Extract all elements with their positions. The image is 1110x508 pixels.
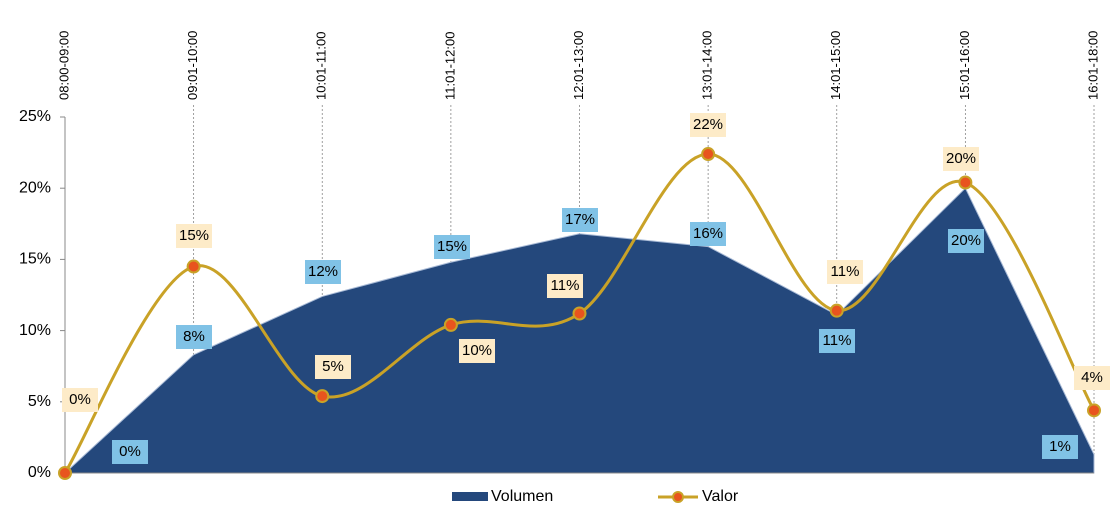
label-box [948, 229, 984, 253]
marker [58, 466, 72, 480]
label-box [562, 208, 598, 232]
data-label: 20% [951, 232, 981, 249]
x-tick-label: 11:01-12:00 [442, 32, 457, 100]
y-tick-label: 25% [19, 108, 51, 125]
y-tick-label: 5% [28, 393, 51, 410]
data-label: 0% [69, 391, 91, 408]
x-tick-label: 12:01-13:00 [571, 31, 586, 100]
marker [829, 303, 844, 318]
label-box [434, 235, 470, 259]
y-tick-label: 10% [19, 322, 51, 339]
x-tick-label: 09:01-10:00 [185, 31, 200, 100]
label-box [459, 339, 495, 363]
x-tick-label: 13:01-14:00 [700, 31, 715, 100]
x-tick-label: 08:00-09:00 [56, 31, 71, 100]
marker [701, 147, 716, 162]
marker [315, 389, 330, 404]
x-tick-label: 14:01-15:00 [828, 31, 843, 100]
data-label: 0% [119, 443, 141, 460]
data-label: 10% [462, 342, 492, 359]
y-tick-label: 20% [19, 179, 51, 196]
data-label: 4% [1081, 369, 1103, 386]
data-label: 11% [823, 332, 852, 349]
legend-swatch [452, 492, 488, 501]
legend-swatch [672, 491, 684, 503]
label-box [176, 224, 212, 248]
data-label: 22% [693, 116, 723, 133]
marker [1087, 403, 1101, 418]
label-box [547, 274, 583, 298]
label-box [690, 113, 726, 137]
y-tick-label: 0% [28, 464, 51, 481]
data-label: 15% [179, 227, 209, 244]
legend-label: Valor [702, 488, 739, 505]
label-box [62, 388, 98, 412]
label-box [112, 440, 148, 464]
label-box [176, 325, 212, 349]
label-box [819, 329, 855, 353]
label-box [943, 147, 979, 171]
data-label: 11% [551, 277, 580, 294]
legend-label: Volumen [491, 488, 553, 505]
data-label: 12% [308, 263, 338, 280]
label-box [1074, 366, 1110, 390]
data-label: 15% [437, 238, 467, 255]
data-label: 17% [565, 211, 595, 228]
marker [572, 306, 587, 321]
data-label: 5% [322, 358, 344, 375]
data-label: 11% [831, 263, 860, 280]
marker [443, 317, 458, 332]
data-label: 1% [1049, 438, 1071, 455]
label-box [315, 355, 351, 379]
label-box [305, 260, 341, 284]
y-tick-label: 15% [19, 251, 51, 268]
marker [958, 175, 973, 190]
x-tick-label: 10:01-11:00 [314, 32, 329, 100]
data-label: 16% [693, 225, 723, 242]
data-label: 20% [946, 150, 976, 167]
label-box [1042, 435, 1078, 459]
data-label: 8% [183, 328, 205, 345]
label-box [827, 260, 863, 284]
line [63, 152, 1096, 474]
marker [186, 259, 201, 274]
label-box [690, 222, 726, 246]
x-tick-label: 15:01-16:00 [957, 31, 972, 100]
x-tick-label: 16:01-18:00 [1085, 31, 1100, 100]
